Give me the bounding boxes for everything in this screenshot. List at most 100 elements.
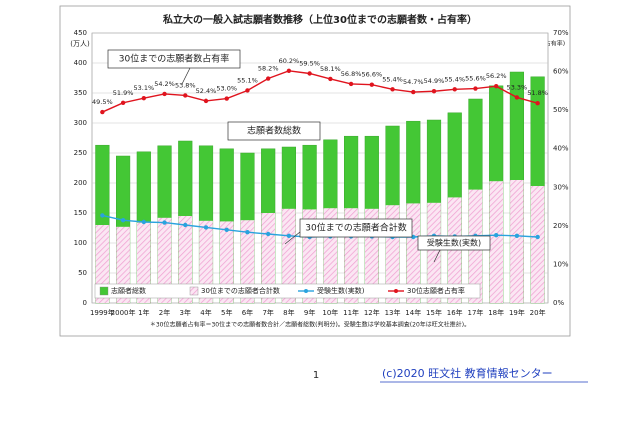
point [514, 95, 520, 100]
point [514, 233, 520, 238]
x-tick-label: 18年 [488, 308, 504, 317]
data-label: 56.2% [486, 72, 507, 80]
point [183, 222, 188, 228]
point [473, 86, 478, 91]
point [493, 233, 499, 238]
annotation: 30位までの志願者合計数 [305, 222, 406, 234]
bar [219, 221, 234, 303]
legend-swatch [189, 286, 199, 296]
point [452, 87, 457, 92]
data-label: 54.7% [403, 78, 424, 86]
y-tick-label: 50 [78, 269, 87, 277]
y-tick-label: 0 [83, 299, 87, 307]
annotation-box [227, 121, 321, 141]
annotation-box [417, 235, 491, 251]
x-tick-label: 2000年 [111, 308, 136, 317]
bar [282, 208, 296, 303]
bar [199, 220, 213, 303]
point [162, 220, 167, 225]
y-tick-label: 300 [74, 119, 87, 127]
data-label: 54.9% [424, 77, 445, 85]
point [265, 76, 271, 81]
legend-label: 30位までの志願者合計数 [201, 286, 280, 295]
data-label: 56.6% [361, 71, 382, 79]
point [203, 225, 209, 230]
x-tick-label: 2年 [159, 308, 170, 317]
y2-tick-label: 20% [553, 222, 569, 230]
point [348, 81, 354, 87]
annotation-box [299, 218, 413, 238]
footnote: ＊30位志願者占有率＝30位までの志願者数合計／志願者総数(判明分)。受験生数は… [150, 321, 470, 329]
bar [178, 216, 193, 303]
legend-label: 30位志願者占有率 [407, 286, 465, 295]
x-tick-label: 10年 [322, 308, 338, 317]
data-label: 59.5% [299, 60, 320, 68]
x-tick-label: 13年 [385, 308, 401, 317]
bar [240, 220, 255, 303]
point [224, 227, 229, 232]
data-label: 56.8% [341, 70, 362, 78]
x-tick-label: 16年 [447, 308, 463, 317]
page-number: 1 [313, 370, 319, 381]
point [265, 231, 271, 237]
data-label: 51.8% [527, 89, 548, 97]
data-label: 54.2% [154, 80, 175, 88]
point [390, 87, 395, 92]
x-tick-label: 1年 [138, 308, 149, 317]
bar [530, 186, 545, 303]
data-label: 55.4% [444, 75, 465, 83]
y2-tick-label: 40% [553, 145, 569, 153]
chart-title: 私立大の一般入試志願者数推移（上位30位までの志願者数・占有率） [162, 13, 477, 26]
point [120, 100, 126, 106]
x-tick-label: 17年 [467, 308, 483, 317]
x-tick-label: 1999年 [90, 308, 115, 317]
point [245, 88, 250, 93]
data-label: 55.6% [465, 75, 486, 83]
point [100, 109, 105, 115]
x-tick-label: 15年 [426, 308, 442, 317]
annotation-arrow [181, 67, 191, 85]
x-tick-label: 4年 [200, 308, 211, 317]
point [431, 89, 437, 94]
annotation: 志願者数総数 [247, 125, 301, 137]
point [535, 234, 540, 240]
x-tick-label: 19年 [509, 308, 525, 317]
y2-tick-label: 10% [553, 260, 569, 268]
point [286, 233, 292, 238]
data-label: 58.1% [320, 65, 341, 73]
data-label: 55.1% [237, 76, 258, 84]
point [328, 76, 333, 82]
point [245, 230, 250, 235]
data-label: 60.2% [279, 57, 300, 65]
y-tick-label: 400 [74, 59, 87, 67]
point [203, 98, 209, 104]
y-tick-label: 350 [74, 89, 87, 97]
line [102, 70, 538, 113]
data-label: 53.3% [507, 83, 528, 91]
x-tick-label: 12年 [364, 308, 380, 317]
y-tick-label: 100 [74, 239, 87, 247]
y2-tick-label: 70% [553, 29, 569, 37]
credit: (c)2020 旺文社 教育情報センター [382, 366, 553, 380]
x-tick-label: 8年 [283, 308, 294, 317]
bar [157, 217, 172, 303]
data-label: 51.9% [113, 89, 134, 97]
annotation-arrow [433, 249, 441, 263]
point [411, 89, 416, 95]
point [369, 82, 375, 87]
bar [136, 222, 151, 303]
data-label: 53.0% [216, 85, 237, 93]
point [120, 218, 126, 223]
point [183, 93, 188, 98]
y2-tick-label: 50% [553, 106, 569, 114]
x-tick-label: 5年 [221, 308, 232, 317]
data-label: 53.8% [175, 81, 196, 89]
bar [95, 225, 110, 303]
point [493, 84, 499, 89]
x-tick-label: 14年 [405, 308, 421, 317]
annotation: 受験生数(実数) [427, 238, 481, 248]
x-tick-label: 7年 [262, 308, 273, 317]
y2-tick-label: 0% [553, 299, 564, 307]
